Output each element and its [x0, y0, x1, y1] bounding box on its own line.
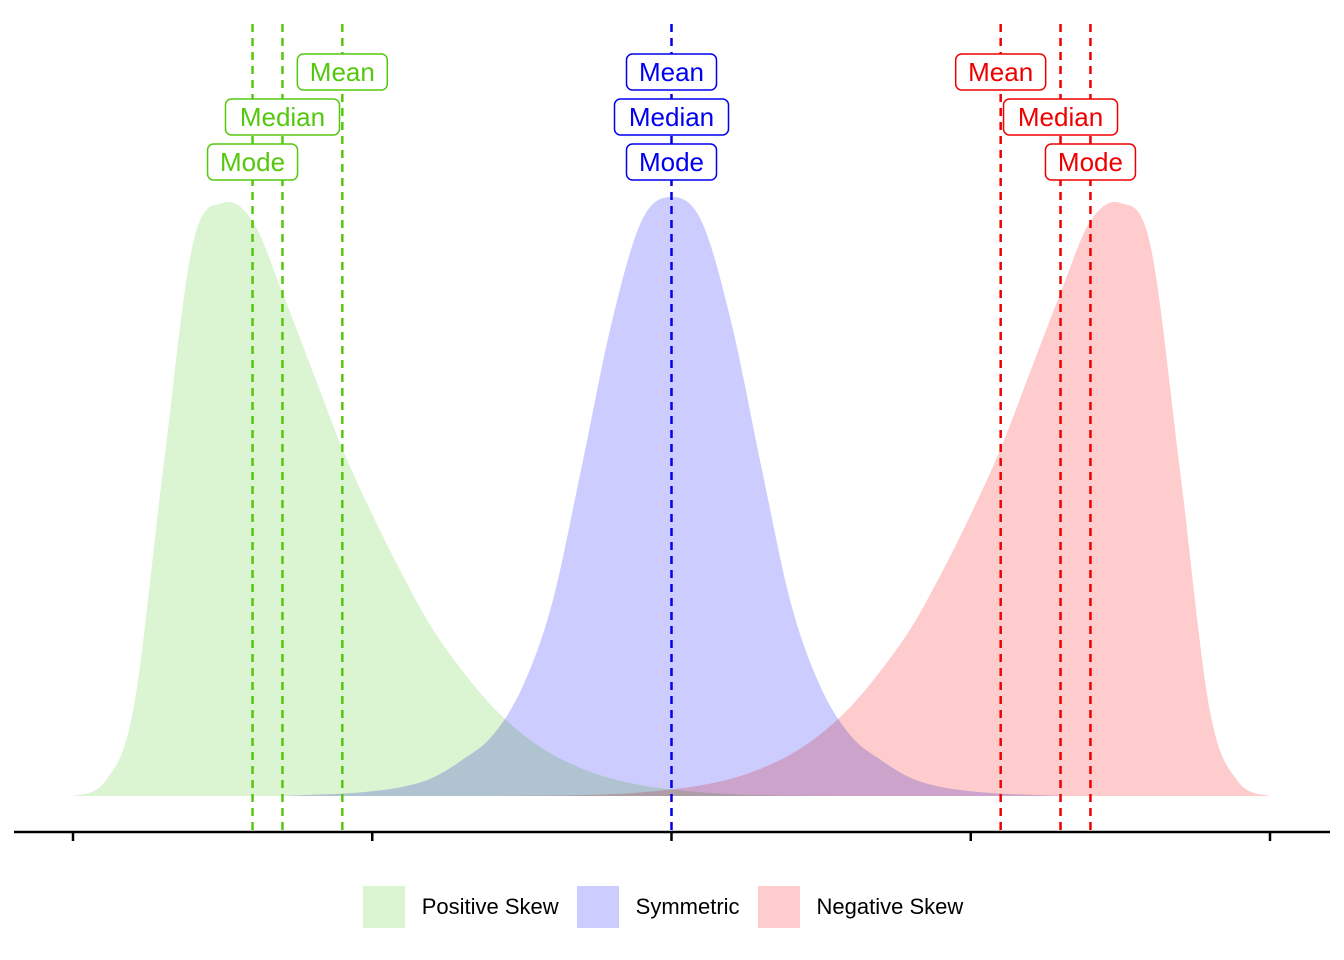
- marker-label-text: Median: [1018, 102, 1103, 132]
- marker-label-negative-skew-mode: Mode: [1044, 143, 1137, 181]
- density-areas: [73, 197, 1270, 796]
- legend-label-symmetric: Symmetric: [635, 894, 740, 919]
- marker-label-negative-skew-median: Median: [1002, 98, 1119, 136]
- legend-swatch-symmetric: [576, 886, 619, 928]
- marker-lines: [251, 24, 1092, 832]
- area-negative-skew: [491, 201, 1270, 796]
- area-symmetric: [282, 197, 1061, 796]
- marker-label-box: [1044, 143, 1137, 181]
- marker-label-text: Median: [240, 102, 325, 132]
- marker-label-positive-skew-mode: Mode: [206, 143, 299, 181]
- marker-label-text: Mode: [220, 147, 285, 177]
- marker-label-text: Median: [629, 102, 714, 132]
- legend-label-positive-skew: Positive Skew: [421, 894, 559, 919]
- marker-label-negative-skew-mean: Mean: [954, 53, 1047, 91]
- legend-item-negative-skew: Negative Skew: [757, 886, 964, 928]
- x-axis: [14, 830, 1330, 841]
- marker-label-text: Mean: [310, 57, 375, 87]
- marker-label-box: [1002, 98, 1119, 136]
- marker-label-symmetric-mean: Mean: [625, 53, 718, 91]
- legend-swatch-negative-skew: [757, 886, 800, 928]
- marker-labels: Mode Median Mean Mode Median Mean Mode Median Me…: [206, 53, 1137, 181]
- marker-label-box: [206, 143, 299, 181]
- marker-label-box: [954, 53, 1047, 91]
- legend-swatch-positive-skew: [362, 886, 405, 928]
- marker-label-symmetric-median: Median: [613, 98, 730, 136]
- marker-label-text: Mode: [639, 147, 704, 177]
- marker-label-text: Mean: [639, 57, 704, 87]
- legend: Positive Skew Symmetric Negative Skew: [0, 886, 1344, 928]
- marker-label-text: Mean: [968, 57, 1033, 87]
- marker-label-text: Mode: [1058, 147, 1123, 177]
- area-positive-skew: [73, 201, 852, 796]
- legend-label-negative-skew: Negative Skew: [816, 894, 964, 919]
- marker-label-box: [625, 143, 718, 181]
- marker-label-positive-skew-mean: Mean: [296, 53, 389, 91]
- marker-label-symmetric-mode: Mode: [625, 143, 718, 181]
- marker-label-box: [613, 98, 730, 136]
- legend-item-positive-skew: Positive Skew: [362, 886, 559, 928]
- legend-item-symmetric: Symmetric: [576, 886, 740, 928]
- marker-label-box: [625, 53, 718, 91]
- marker-label-box: [224, 98, 341, 136]
- marker-label-box: [296, 53, 389, 91]
- marker-label-positive-skew-median: Median: [224, 98, 341, 136]
